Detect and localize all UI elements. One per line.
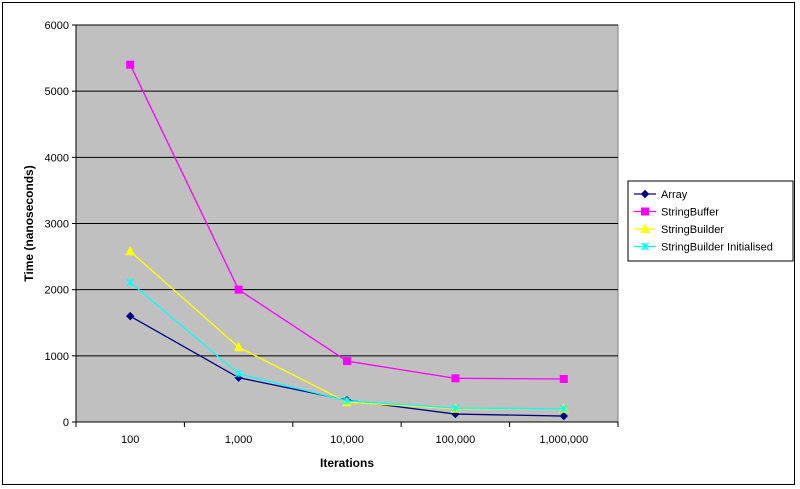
data-point-stringbuffer bbox=[559, 374, 568, 383]
y-tick-label: 2000 bbox=[45, 285, 69, 297]
data-point-stringbuffer bbox=[126, 60, 135, 69]
legend-item-stringbuilder: StringBuilder bbox=[634, 223, 724, 236]
data-point-stringbuilder-initialised bbox=[234, 369, 243, 378]
y-tick-label: 3000 bbox=[45, 219, 69, 231]
y-tick-label: 6000 bbox=[45, 20, 69, 32]
y-tick-label: 1000 bbox=[45, 351, 69, 363]
y-axis-ticks: 0 1000 2000 3000 4000 5000 6000 bbox=[45, 20, 76, 429]
data-point-stringbuilder-initialised bbox=[559, 404, 568, 413]
x-axis-ticks: 100 1,000 10,000 100,000 1,000,000 bbox=[75, 422, 619, 446]
x-tick-label: 10,000 bbox=[330, 434, 364, 446]
legend-swatch-marker bbox=[640, 189, 650, 199]
x-tick-label: 100 bbox=[121, 434, 139, 446]
legend-item-stringbuffer: StringBuffer bbox=[634, 207, 719, 219]
data-point-stringbuilder bbox=[233, 341, 244, 352]
y-tick-label: 4000 bbox=[45, 152, 69, 164]
data-point-stringbuilder bbox=[125, 245, 136, 256]
data-point-stringbuffer bbox=[234, 285, 243, 294]
legend: Array StringBuffer StringBuilder StringBuil… bbox=[627, 180, 794, 262]
legend-item-array: Array bbox=[634, 189, 688, 201]
data-point-stringbuffer bbox=[343, 357, 351, 366]
legend-label: Array bbox=[661, 189, 688, 201]
data-point-stringbuffer bbox=[451, 374, 460, 383]
y-tick-label: 5000 bbox=[45, 86, 69, 98]
y-axis-title: Time (nanoseconds) bbox=[22, 165, 36, 281]
legend-label: StringBuffer bbox=[661, 207, 719, 219]
legend-label: StringBuilder Initialised bbox=[661, 242, 773, 254]
legend-swatch-marker bbox=[640, 223, 650, 233]
x-tick-label: 100,000 bbox=[436, 434, 476, 446]
legend-swatch-marker bbox=[641, 207, 649, 216]
series-stringbuilder-initialised bbox=[126, 278, 568, 413]
series-layer bbox=[125, 60, 569, 421]
data-point-array bbox=[559, 411, 569, 421]
legend-box bbox=[627, 180, 794, 262]
y-tick-label: 0 bbox=[63, 417, 69, 429]
legend-label: StringBuilder bbox=[661, 224, 724, 236]
data-point-stringbuilder-initialised bbox=[343, 396, 351, 405]
data-point-array bbox=[125, 311, 135, 321]
data-point-stringbuilder-initialised bbox=[126, 278, 135, 287]
x-axis-title: Iterations bbox=[320, 456, 374, 470]
data-point-stringbuilder-initialised bbox=[451, 404, 460, 413]
series-stringbuffer bbox=[126, 60, 568, 383]
legend-swatch-marker bbox=[641, 242, 649, 251]
x-tick-label: 1,000,000 bbox=[539, 434, 588, 446]
gridlines bbox=[76, 24, 618, 357]
x-tick-label: 1,000 bbox=[225, 434, 253, 446]
legend-item-stringbuilder-initialised: StringBuilder Initialised bbox=[634, 242, 773, 254]
